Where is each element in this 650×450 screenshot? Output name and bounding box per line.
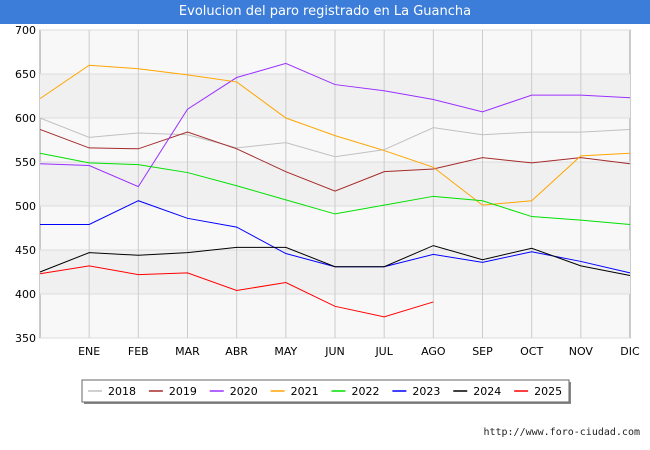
x-tick-label: JUN — [324, 345, 345, 358]
x-tick-label: NOV — [569, 345, 594, 358]
legend-label-2019: 2019 — [169, 385, 197, 398]
y-tick-label: 450 — [15, 244, 36, 257]
legend-label-2023: 2023 — [412, 385, 440, 398]
series-line-2021 — [39, 64, 631, 206]
legend-box — [81, 379, 570, 403]
x-tick-label: FEB — [128, 345, 149, 358]
series-line-2022 — [39, 152, 631, 225]
y-tick-label: 500 — [15, 200, 36, 213]
grid-lines — [40, 29, 630, 339]
y-tick-label: 400 — [15, 288, 36, 301]
y-tick-label: 550 — [15, 156, 36, 169]
legend-label-2020: 2020 — [230, 385, 258, 398]
legend-label-2022: 2022 — [352, 385, 380, 398]
y-tick-label: 650 — [15, 68, 36, 81]
x-tick-label: OCT — [520, 345, 543, 358]
x-tick-label: SEP — [472, 345, 493, 358]
y-tick-label: 700 — [15, 24, 36, 37]
legend-label-2021: 2021 — [291, 385, 319, 398]
y-axis-labels: 350 400 450 500 550 600 650 700 — [15, 24, 36, 345]
x-axis-labels: ENE FEB MAR ABR MAY JUN JUL AGO SEP OCT NOV DIC — [78, 345, 640, 358]
x-tick-label: ENE — [78, 345, 100, 358]
legend: 2018 2019 2020 2021 2022 2023 2024 2025 — [81, 379, 571, 404]
x-tick-label: AGO — [421, 345, 446, 358]
series-line-2019 — [39, 128, 631, 192]
x-tick-label: DIC — [620, 345, 640, 358]
chart-title: Evolucion del paro registrado en La Guan… — [0, 0, 650, 24]
y-tick-label: 600 — [15, 112, 36, 125]
legend-label-2025: 2025 — [534, 385, 562, 398]
series-line-2020 — [39, 62, 631, 188]
x-tick-label: MAY — [274, 345, 297, 358]
series-line-2025 — [39, 265, 434, 318]
x-tick-label: MAR — [175, 345, 200, 358]
y-tick-label: 350 — [15, 332, 36, 345]
series-lines — [39, 62, 631, 318]
legend-label-2024: 2024 — [473, 385, 501, 398]
x-tick-label: ABR — [225, 345, 248, 358]
x-tick-label: JUL — [374, 345, 393, 358]
source-url[interactable]: http://www.foro-ciudad.com — [483, 427, 640, 438]
series-line-2024 — [39, 245, 631, 277]
legend-label-2018: 2018 — [108, 385, 136, 398]
series-line-2018 — [39, 117, 631, 158]
